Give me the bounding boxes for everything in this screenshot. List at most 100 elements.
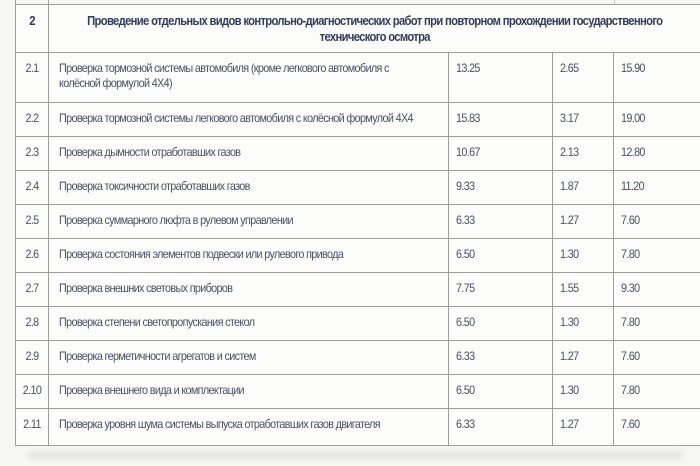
border-stub-left [15,0,16,5]
table-row: 2.2 Проверка тормозной системы легкового… [15,102,700,137]
row-description: Проверка степени светопропускания стекол [59,315,255,329]
row-value-1: 9.33 [456,179,475,193]
row-value-2: 3.17 [560,111,579,125]
row-value-1-cell: 6.33 [448,204,553,239]
row-value-1: 15.83 [456,111,480,125]
row-description-cell: Проверка тормозной системы автомобиля (к… [48,52,449,103]
row-description-cell: Проверка степени светопропускания стекол [48,306,449,341]
row-value-2-cell: 1.87 [552,170,614,205]
row-number-cell: 2.1 [15,52,49,103]
row-value-3: 7.80 [621,315,640,329]
section-number: 2 [29,14,35,28]
row-value-3: 11.20 [621,179,645,193]
row-value-1: 10.67 [456,145,480,159]
row-value-2: 1.30 [560,383,579,397]
row-description-cell: Проверка состояния элементов подвески ил… [48,238,449,273]
row-description: Проверка дымности отработавших газов [59,145,241,159]
row-number: 2.3 [25,145,39,159]
row-description-cell: Проверка герметичности агрегатов и систе… [48,340,449,375]
row-description-cell: Проверка тормозной системы легкового авт… [48,102,449,137]
row-number-cell: 2.9 [15,340,49,375]
row-value-1: 6.50 [456,315,475,329]
row-description: Проверка тормозной системы автомобиля (к… [59,61,389,90]
table-row: 2.7 Проверка внешних световых приборов 7… [15,272,700,307]
table-row: 2.3 Проверка дымности отработавших газов… [15,136,700,171]
row-value-3: 7.60 [621,213,640,227]
row-number: 2.7 [25,281,39,295]
row-description-cell: Проверка токсичности отработавших газов [48,170,449,205]
row-number-cell: 2.2 [15,102,49,137]
row-value-2: 1.30 [560,247,579,261]
row-value-3-cell: 9.30 [612,272,700,307]
table-row: 2.4 Проверка токсичности отработавших га… [15,170,700,205]
row-value-2: 1.55 [560,281,579,295]
row-value-2: 1.87 [560,179,579,193]
row-value-2: 1.27 [560,417,579,431]
row-value-2-cell: 3.17 [552,102,614,137]
table-row: 2.11 Проверка уровня шума системы выпуск… [15,408,700,446]
row-description-cell: Проверка суммарного люфта в рулевом упра… [48,204,449,239]
row-number-cell: 2.5 [15,204,49,239]
row-value-2-cell: 1.27 [552,340,614,375]
section-title-cell: Проведение отдельных видов контрольно-ди… [47,4,700,53]
row-value-1: 6.50 [456,383,475,397]
row-value-3: 7.80 [621,383,640,397]
row-value-3: 7.60 [621,349,640,363]
row-value-1-cell: 7.75 [448,272,553,307]
row-number-cell: 2.4 [15,170,49,205]
row-description: Проверка герметичности агрегатов и систе… [59,349,256,363]
row-value-3-cell: 7.80 [612,238,700,273]
row-value-1: 6.33 [456,213,475,227]
row-value-3-cell: 7.80 [612,374,700,409]
row-value-1-cell: 6.50 [448,306,553,341]
row-value-3-cell: 7.80 [612,306,700,341]
row-value-1: 7.75 [456,281,475,295]
row-value-3-cell: 12.80 [612,136,700,171]
row-number-cell: 2.3 [15,136,49,171]
row-description: Проверка уровня шума системы выпуска отр… [59,417,381,431]
row-value-1-cell: 13.25 [448,52,553,103]
row-value-3: 9.30 [621,281,640,295]
row-value-2-cell: 1.55 [552,272,614,307]
row-number: 2.1 [25,61,39,75]
row-value-3-cell: 19.00 [612,102,700,137]
row-value-3-cell: 15.90 [612,52,700,103]
table-header: 2 Проведение отдельных видов контрольно-… [15,4,700,53]
row-value-1: 13.25 [456,61,480,75]
row-value-3: 7.80 [621,247,640,261]
row-value-2-cell: 1.27 [552,204,614,239]
row-description: Проверка состояния элементов подвески ил… [59,247,344,261]
row-description-cell: Проверка внешних световых приборов [48,272,449,307]
row-value-3-cell: 7.60 [612,408,700,446]
row-value-1: 6.33 [456,349,475,363]
table-body: 2.1 Проверка тормозной системы автомобил… [15,52,700,446]
row-value-1-cell: 10.67 [448,136,553,171]
row-value-3-cell: 7.60 [612,204,700,239]
row-number: 2.2 [25,111,39,125]
table-row: 2.6 Проверка состояния элементов подвеск… [15,238,700,273]
row-number-cell: 2.6 [15,238,49,273]
row-value-2: 2.13 [560,145,579,159]
row-value-3: 7.60 [621,417,640,431]
table-row: 2.9 Проверка герметичности агрегатов и с… [15,340,700,375]
row-value-1-cell: 9.33 [448,170,553,205]
row-number-cell: 2.10 [15,374,49,409]
row-description-cell: Проверка дымности отработавших газов [48,136,449,171]
section-header-row: 2 Проведение отдельных видов контрольно-… [15,4,700,53]
row-description-cell: Проверка внешнего вида и комплектации [48,374,449,409]
row-number: 2.11 [23,417,41,431]
table-row: 2.1 Проверка тормозной системы автомобил… [15,52,700,103]
row-number: 2.10 [22,383,42,397]
table-row: 2.10 Проверка внешнего вида и комплектац… [15,374,700,409]
row-description: Проверка внешнего вида и комплектации [59,383,245,397]
row-value-3: 15.90 [621,61,645,75]
row-value-2: 2.65 [560,61,579,75]
row-number: 2.5 [25,213,39,227]
row-value-2: 1.30 [560,315,579,329]
row-number: 2.6 [25,247,39,261]
row-description: Проверка токсичности отработавших газов [59,179,250,193]
section-number-cell: 2 [15,4,49,53]
row-value-2-cell: 1.27 [552,408,614,446]
row-value-3: 19.00 [621,111,645,125]
